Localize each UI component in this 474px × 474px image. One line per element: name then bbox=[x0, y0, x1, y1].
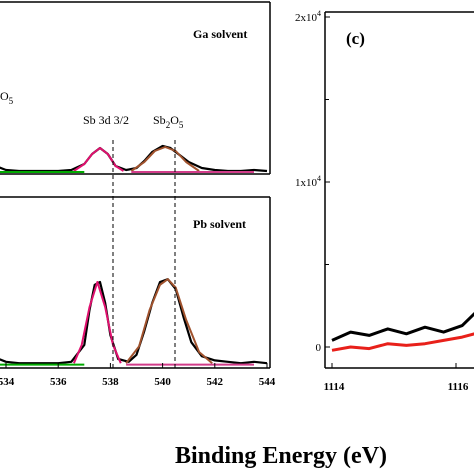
series-line-top-1 bbox=[73, 147, 125, 172]
series-line-bottom-0 bbox=[0, 278, 268, 365]
y-tick-label-1: 1x104 bbox=[295, 174, 321, 189]
y-tick-label-2: 2x104 bbox=[295, 9, 321, 24]
ga-solvent-label: Ga solvent bbox=[193, 27, 247, 41]
panel-ga-solvent: Ga solvent O5 Sb 3d 3/2 Sb2O5 bbox=[0, 1, 271, 175]
panel-c: (c) 0 1x104 2x104 1114 1116 bbox=[295, 9, 474, 393]
x-tick-label-538: 538 bbox=[102, 376, 119, 388]
sb2o5-label: Sb2O5 bbox=[153, 113, 184, 130]
series-line-bottom-2 bbox=[125, 278, 213, 364]
panel-pb-solvent: Pb solvent 534 536 538 540 542 544 bbox=[0, 196, 276, 388]
x-tick-label-534: 534 bbox=[0, 376, 15, 388]
x-tick-label-542: 542 bbox=[207, 376, 224, 388]
right-x-tick-label-1116: 1116 bbox=[448, 381, 469, 393]
series-line-top-2 bbox=[130, 146, 200, 172]
x-tick-label-536: 536 bbox=[50, 376, 67, 388]
x-tick-label-540: 540 bbox=[154, 376, 171, 388]
bottom-panel-curves bbox=[0, 278, 268, 366]
series-line-right-1 bbox=[331, 332, 474, 352]
right-x-tick-label-1114: 1114 bbox=[324, 381, 345, 393]
right-panel-curves bbox=[331, 311, 474, 352]
series-line-top-0 bbox=[0, 144, 268, 173]
y-tick-label-0: 0 bbox=[316, 342, 322, 354]
cut-peak-label: O5 bbox=[0, 89, 14, 106]
top-panel-curves bbox=[0, 144, 268, 173]
pb-solvent-label: Pb solvent bbox=[193, 217, 246, 231]
x-axis-title: Binding Energy (eV) bbox=[175, 443, 387, 469]
x-tick-label-544: 544 bbox=[259, 376, 276, 388]
sb-3d-label: Sb 3d 3/2 bbox=[83, 113, 129, 127]
series-line-right-0 bbox=[331, 311, 474, 342]
bottom-panel-x-ticks: 534 536 538 540 542 544 bbox=[0, 363, 276, 388]
right-panel-y-ticks: 0 1x104 2x104 bbox=[295, 9, 330, 354]
panel-c-label: (c) bbox=[346, 29, 365, 48]
right-panel-x-ticks: 1114 1116 bbox=[324, 363, 469, 393]
